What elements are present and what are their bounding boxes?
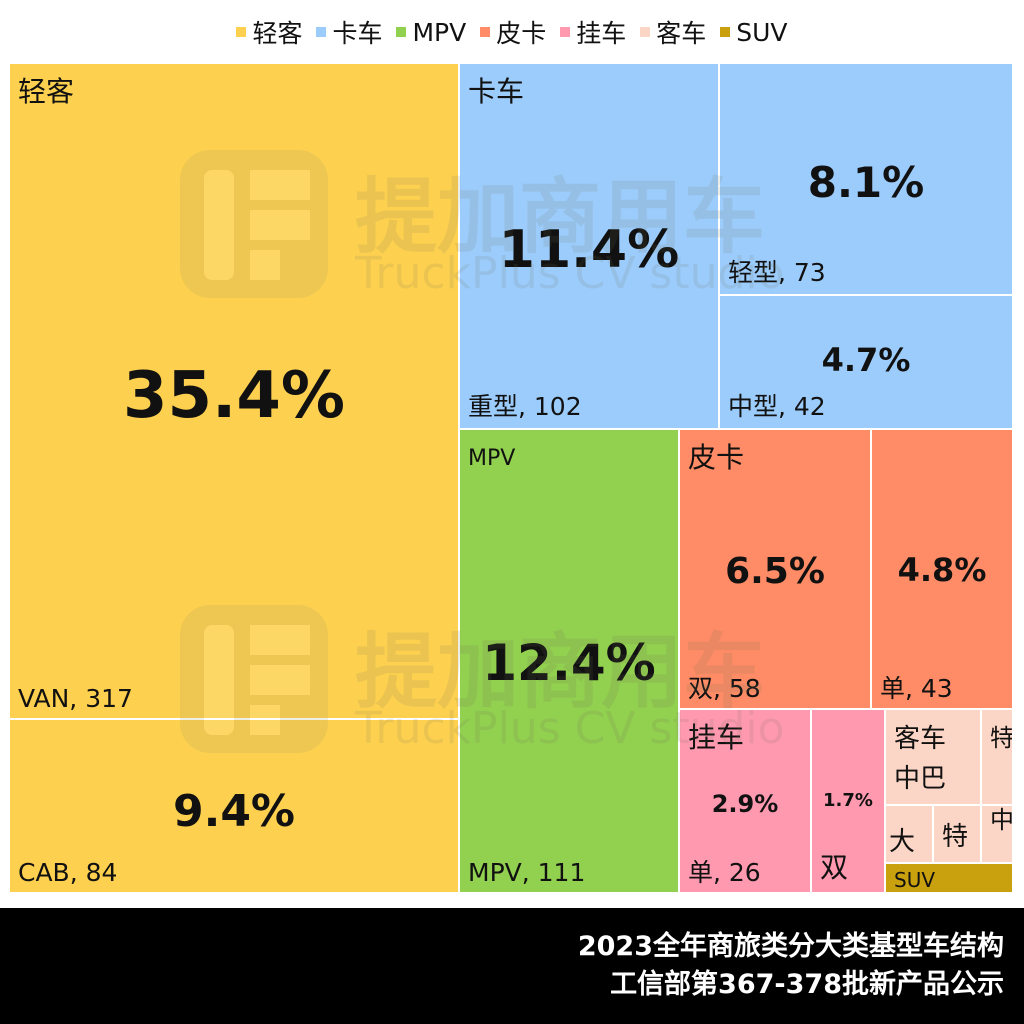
treemap-cell: 大 — [886, 806, 934, 864]
cell-label: 双 — [820, 851, 849, 884]
group-label: SUV — [894, 868, 936, 892]
treemap-cell: 特 — [934, 806, 982, 864]
legend-item: MPV — [396, 18, 466, 47]
legend-label: MPV — [412, 17, 467, 47]
cell-label: 单, 43 — [880, 674, 953, 703]
footer-source: 工信部第367-378批新产品公示 — [610, 969, 1004, 1000]
legend-swatch — [720, 27, 731, 37]
treemap-cell: 8.1% 轻型, 73 — [720, 64, 1014, 296]
group-label: 挂车 — [688, 721, 745, 754]
legend-swatch — [480, 27, 491, 37]
treemap-cell: 6.5% 双, 58 皮卡 — [680, 430, 872, 710]
group-label: 客车 — [894, 724, 947, 754]
cell-percent: 6.5% — [725, 551, 825, 592]
legend-label: 挂车 — [576, 19, 627, 48]
treemap-cell: 35.4% VAN, 317 轻客 — [10, 64, 460, 720]
legend-item: 轻客 — [236, 14, 302, 50]
treemap-cell: SUV — [886, 864, 1014, 894]
treemap-cell: 11.4% 重型, 102 卡车 — [460, 64, 720, 430]
treemap-cell: 中校 — [982, 806, 1014, 864]
cell-label: 双, 58 — [688, 674, 761, 703]
treemap-cell: 12.4% MPV, 111 MPV — [460, 430, 680, 894]
legend-swatch — [640, 27, 651, 37]
cell-label: 大 — [889, 827, 916, 857]
cell-percent: 11.4% — [498, 220, 680, 280]
group-label: MPV — [468, 446, 516, 471]
group-label: 皮卡 — [688, 441, 745, 474]
treemap-cell: 4.8% 单, 43 — [872, 430, 1014, 710]
cell-label: 轻型, 73 — [728, 258, 826, 287]
treemap-cell: 9.4% CAB, 84 — [10, 720, 460, 894]
cell-label: 单, 26 — [688, 858, 761, 887]
treemap-cell: 特种 — [982, 710, 1014, 806]
cell-label: 重型, 102 — [468, 392, 582, 421]
cell-label: VAN, 317 — [18, 684, 133, 713]
treemap-cell: 中巴 客车 — [886, 710, 982, 806]
group-label: 轻客 — [18, 75, 75, 108]
legend-swatch — [396, 27, 407, 37]
legend: 轻客 卡车 MPV 皮卡 挂车 客车 SUV — [0, 0, 1024, 64]
cell-label: 中型, 42 — [728, 392, 826, 421]
legend-swatch — [316, 27, 327, 37]
cell-percent: 9.4% — [172, 786, 296, 837]
legend-item: 挂车 — [560, 14, 626, 50]
legend-item: 客车 — [640, 14, 706, 50]
legend-swatch — [560, 27, 571, 37]
treemap: 35.4% VAN, 317 轻客 9.4% CAB, 84 11.4% 重型, 102 卡车… — [10, 64, 1014, 894]
cell-percent: 35.4% — [122, 359, 346, 433]
cell-percent: 8.1% — [807, 158, 925, 207]
legend-item: SUV — [720, 17, 788, 47]
treemap-cell: 4.7% 中型, 42 — [720, 296, 1014, 430]
legend-label: 轻客 — [252, 19, 303, 48]
cell-label: 中校 — [990, 806, 1014, 834]
legend-label: 皮卡 — [496, 19, 547, 48]
cell-percent: 2.9% — [711, 790, 779, 818]
legend-label: 客车 — [656, 19, 707, 48]
cell-label: 特 — [942, 822, 969, 852]
cell-percent: 12.4% — [482, 634, 656, 692]
cell-percent: 4.7% — [821, 341, 911, 379]
footer: 2023全年商旅类分大类基型车结构 工信部第367-378批新产品公示 — [0, 908, 1024, 1024]
legend-swatch — [236, 27, 247, 37]
legend-item: 皮卡 — [480, 14, 546, 50]
footer-title: 2023全年商旅类分大类基型车结构 — [577, 931, 1004, 962]
group-label: 卡车 — [468, 75, 525, 108]
legend-label: 卡车 — [332, 19, 383, 48]
legend-item: 卡车 — [316, 14, 382, 50]
cell-percent: 4.8% — [897, 551, 987, 589]
cell-label: 特种 — [990, 724, 1014, 752]
cell-percent: 1.7% — [823, 790, 873, 811]
legend-label: SUV — [736, 17, 788, 47]
cell-label: CAB, 84 — [18, 858, 118, 887]
cell-label: MPV, 111 — [468, 858, 586, 887]
treemap-cell: 1.7% 双 — [812, 710, 886, 894]
cell-label: 中巴 — [894, 764, 947, 794]
treemap-cell: 2.9% 单, 26 挂车 — [680, 710, 812, 894]
